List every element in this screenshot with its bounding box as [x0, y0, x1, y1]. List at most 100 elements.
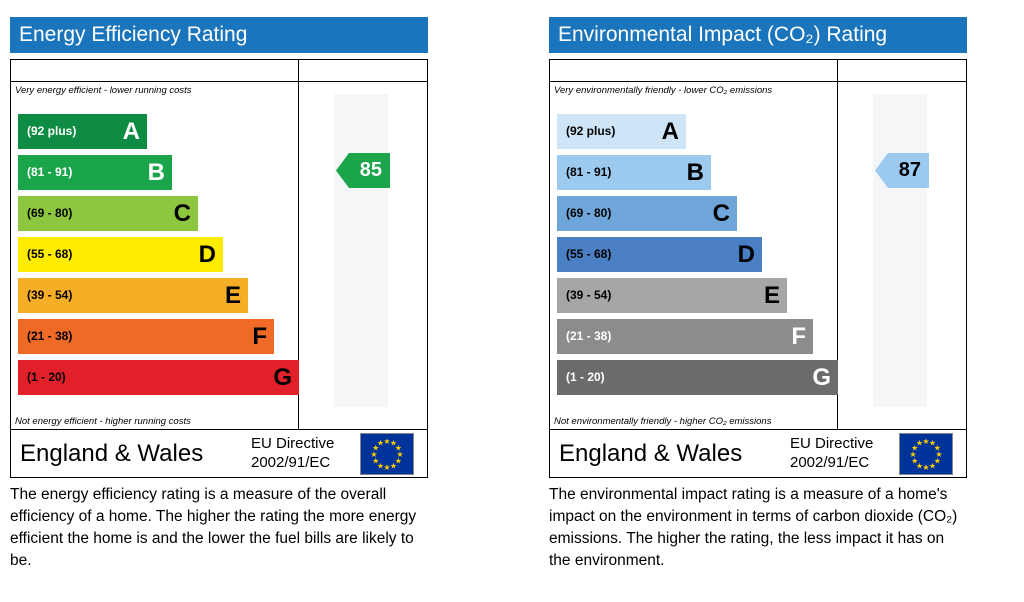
- column-divider: [298, 60, 299, 429]
- band-e: (39 - 54) E: [18, 278, 248, 313]
- band-g: (1 - 20) G: [557, 360, 838, 395]
- band-letter: B: [686, 159, 704, 186]
- band-letter: A: [661, 118, 679, 145]
- band-letter: E: [224, 282, 241, 309]
- energy-efficiency-chart: Very energy efficient - lower running co…: [10, 59, 428, 430]
- band-a: (92 plus) A: [557, 114, 686, 149]
- rating-value: 85: [359, 159, 382, 181]
- band-range-label: (69 - 80): [27, 206, 73, 220]
- flag-star: ★: [396, 450, 403, 459]
- band-range-label: (81 - 91): [27, 165, 73, 179]
- band-letter: A: [122, 118, 140, 145]
- directive-line2: 2002/91/EC: [790, 454, 870, 471]
- band-range-label: (39 - 54): [566, 288, 612, 302]
- eu-directive: EU Directive 2002/91/EC: [251, 434, 334, 472]
- energy-efficiency-title: Energy Efficiency Rating: [10, 17, 428, 53]
- energy-efficiency-panel: Energy Efficiency Rating Very energy eff…: [10, 17, 428, 572]
- chart-header-row: [11, 60, 427, 82]
- eu-directive: EU Directive 2002/91/EC: [790, 434, 873, 472]
- flag-star: ★: [377, 461, 384, 470]
- environmental-impact-panel: Environmental Impact (CO₂) Rating Very e…: [549, 17, 967, 572]
- band-d: (55 - 68) D: [557, 237, 762, 272]
- band-f: (21 - 38) F: [557, 319, 813, 354]
- flag-star: ★: [922, 437, 929, 446]
- rating-value: 87: [898, 159, 921, 181]
- environmental-impact-description: The environmental impact rating is a mea…: [549, 486, 958, 569]
- band-letter: B: [147, 159, 165, 186]
- flag-star: ★: [372, 444, 379, 453]
- band-f: (21 - 38) F: [18, 319, 274, 354]
- flag-star: ★: [395, 457, 402, 466]
- flag-star: ★: [909, 450, 916, 459]
- flag-star: ★: [916, 439, 923, 448]
- region-label: England & Wales: [20, 440, 204, 467]
- eu-flag-icon: ★★★★★★★★★ ★ ★★: [899, 433, 953, 475]
- flag-star: ★: [383, 437, 390, 446]
- band-range-label: (1 - 20): [27, 370, 66, 384]
- band-range-label: (92 plus): [27, 124, 77, 138]
- current-rating-arrow: 85: [336, 153, 390, 188]
- flag-star: ★: [390, 461, 397, 470]
- band-letter: C: [173, 200, 191, 227]
- flag-star: ★: [383, 463, 390, 472]
- flag-star: ★: [372, 457, 379, 466]
- flag-star: ★: [390, 439, 397, 448]
- rating-arrow-shape: [336, 153, 390, 188]
- bottom-caption: Not environmentally friendly - higher CO…: [554, 416, 772, 427]
- band-range-label: (55 - 68): [566, 247, 612, 261]
- flag-star: ★: [911, 457, 918, 466]
- band-range-label: (69 - 80): [566, 206, 612, 220]
- flag-star: ★: [395, 444, 402, 453]
- region-label: England & Wales: [559, 440, 743, 467]
- flag-star: ★: [929, 461, 936, 470]
- current-rating-arrow: 87: [875, 153, 929, 188]
- score-column: [873, 94, 927, 407]
- band-d: (55 - 68) D: [18, 237, 223, 272]
- chart-footer: England & Wales EU Directive 2002/91/EC …: [549, 430, 967, 478]
- rating-arrow-shape: [875, 153, 929, 188]
- flag-star: ★: [934, 457, 941, 466]
- environmental-impact-title: Environmental Impact (CO₂) Rating: [549, 17, 967, 53]
- score-column: [334, 94, 388, 407]
- band-range-label: (39 - 54): [27, 288, 73, 302]
- band-letter: F: [252, 323, 267, 350]
- flag-star: ★: [935, 450, 942, 459]
- chart-footer: England & Wales EU Directive 2002/91/EC …: [10, 430, 428, 478]
- band-range-label: (21 - 38): [566, 329, 612, 343]
- band-b: (81 - 91) B: [557, 155, 711, 190]
- band-range-label: (81 - 91): [566, 165, 612, 179]
- band-c: (69 - 80) C: [557, 196, 737, 231]
- flag-star: ★: [370, 450, 377, 459]
- band-g: (1 - 20) G: [18, 360, 299, 395]
- column-divider: [837, 60, 838, 429]
- flag-star: ★: [929, 439, 936, 448]
- chart-header-row: [550, 60, 966, 82]
- top-caption: Very energy efficient - lower running co…: [15, 85, 192, 96]
- band-letter: F: [791, 323, 806, 350]
- bottom-caption: Not energy efficient - higher running co…: [15, 416, 191, 427]
- band-range-label: (1 - 20): [566, 370, 605, 384]
- directive-line1: EU Directive: [790, 435, 874, 452]
- environmental-impact-chart: Very environmentally friendly - lower CO…: [549, 59, 967, 430]
- flag-star: ★: [922, 463, 929, 472]
- flag-star: ★: [934, 444, 941, 453]
- band-letter: E: [763, 282, 780, 309]
- band-range-label: (21 - 38): [27, 329, 73, 343]
- eu-flag-icon: ★★★★★★★★★ ★ ★★: [360, 433, 414, 475]
- band-b: (81 - 91) B: [18, 155, 172, 190]
- band-e: (39 - 54) E: [557, 278, 787, 313]
- energy-efficiency-description: The energy efficiency rating is a measur…: [10, 486, 417, 569]
- band-c: (69 - 80) C: [18, 196, 198, 231]
- flag-star: ★: [377, 439, 384, 448]
- band-letter: C: [712, 200, 730, 227]
- top-caption: Very environmentally friendly - lower CO…: [554, 85, 773, 96]
- band-a: (92 plus) A: [18, 114, 147, 149]
- band-letter: G: [273, 364, 292, 391]
- band-letter: D: [737, 241, 755, 268]
- directive-line1: EU Directive: [251, 435, 335, 452]
- band-range-label: (92 plus): [566, 124, 616, 138]
- band-range-label: (55 - 68): [27, 247, 73, 261]
- band-letter: G: [812, 364, 831, 391]
- flag-star: ★: [911, 444, 918, 453]
- band-letter: D: [198, 241, 216, 268]
